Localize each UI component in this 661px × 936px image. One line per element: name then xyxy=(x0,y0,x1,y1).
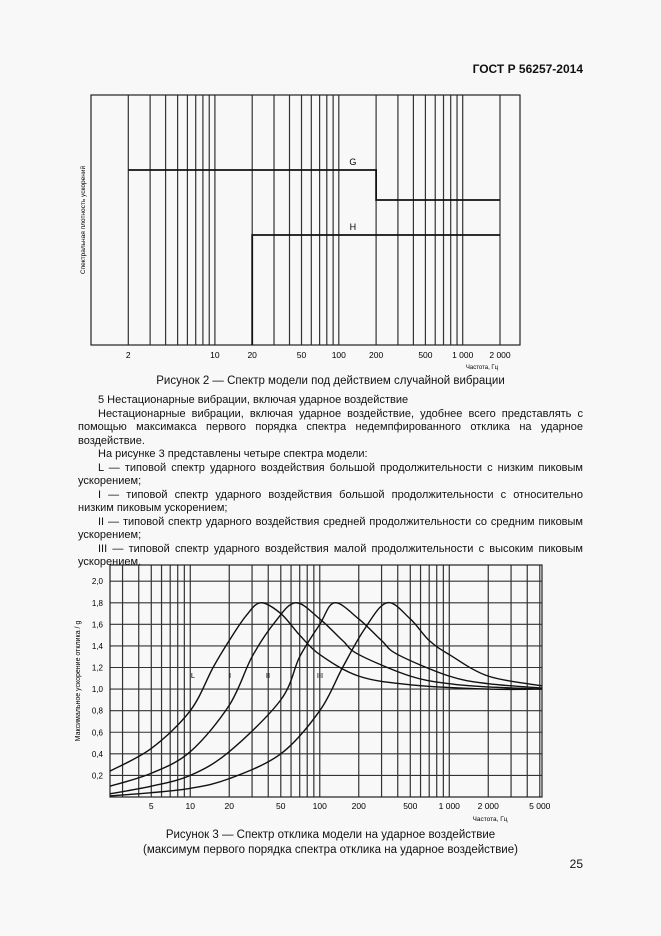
y-tick-label: 0,6 xyxy=(92,728,104,737)
plot-frame xyxy=(90,94,521,346)
document-id-header: ГОСТ Р 56257-2014 xyxy=(472,62,583,76)
series-line-H xyxy=(251,234,501,345)
x-tick-label: 1 000 xyxy=(439,801,461,811)
series-curve-III xyxy=(109,601,543,797)
x-tick-label: 20 xyxy=(247,350,257,360)
y-tick-label: 1,4 xyxy=(92,642,104,651)
x-tick-label: 200 xyxy=(369,350,383,360)
x-tick-label: 5 xyxy=(149,801,154,811)
figure-3-subcaption: (максимум первого порядка спектра отклик… xyxy=(143,844,518,856)
x-axis-label: Частота, Гц xyxy=(466,365,499,371)
plot-frame xyxy=(109,564,543,798)
y-tick-label: 2,0 xyxy=(92,577,104,586)
section-heading: 5 Нестационарные вибрации, включая ударн… xyxy=(98,394,409,406)
series-label-G: G xyxy=(349,157,356,167)
y-tick-label: 1,6 xyxy=(92,620,104,629)
x-tick-label: 5 000 xyxy=(529,801,551,811)
page-number: 25 xyxy=(569,857,583,871)
y-axis-label: Максимальное ускорение отклика / g xyxy=(75,621,82,742)
figure-3-caption: Рисунок 3 — Спектр отклика модели на уда… xyxy=(165,829,496,841)
x-tick-label: 2 xyxy=(126,350,131,360)
paragraph: Нестационарные вибрации, включая ударное… xyxy=(78,407,583,447)
x-tick-label: 20 xyxy=(225,801,235,811)
section-5: 5 Нестационарные вибрации, включая ударн… xyxy=(78,394,583,570)
x-tick-label: 2 000 xyxy=(489,350,511,360)
x-tick-label: 10 xyxy=(210,350,220,360)
x-tick-label: 50 xyxy=(297,350,307,360)
list-item: L — типовой спектр ударного воздействия … xyxy=(78,461,583,488)
x-tick-label: 200 xyxy=(352,801,366,811)
list-item: I — типовой спектр ударного воздействия … xyxy=(78,488,583,515)
paragraph: На рисунке 3 представлены четыре спектра… xyxy=(98,448,368,460)
series-label-II: II xyxy=(266,671,270,680)
series-label-III: III xyxy=(317,671,323,680)
list-item: III — типовой спектр ударного воздействи… xyxy=(78,542,583,569)
series-curve-L xyxy=(109,602,543,772)
y-tick-label: 0,2 xyxy=(92,771,104,780)
series-curve-II xyxy=(109,602,543,795)
series-line-G xyxy=(128,169,501,201)
x-tick-label: 2 000 xyxy=(478,801,500,811)
series-label-H: H xyxy=(350,222,357,232)
y-tick-label: 0,8 xyxy=(92,707,104,716)
series-label-I: I xyxy=(229,671,231,680)
x-axis-label: Частота, Гц xyxy=(473,816,508,823)
x-tick-label: 500 xyxy=(418,350,432,360)
list-item: II — типовой спектр ударного воздействия… xyxy=(78,515,583,542)
x-tick-label: 100 xyxy=(332,350,346,360)
y-tick-label: 0,4 xyxy=(92,750,104,759)
y-axis-label: Спектральная плотность ускорений xyxy=(79,166,87,275)
y-tick-label: 1,2 xyxy=(92,664,104,673)
series-label-L: L xyxy=(191,671,195,680)
y-tick-label: 1,0 xyxy=(92,685,104,694)
x-tick-label: 100 xyxy=(313,801,327,811)
x-tick-label: 1 000 xyxy=(452,350,474,360)
x-tick-label: 10 xyxy=(186,801,196,811)
x-tick-label: 50 xyxy=(276,801,286,811)
y-tick-label: 1,8 xyxy=(92,599,104,608)
figure-2-chart: G H 2 10 20 50 100 200 500 1 000 2 000 Частота, Гц С… xyxy=(79,94,521,371)
figure-2-caption: Рисунок 2 — Спектр модели под действием … xyxy=(156,375,505,387)
series-curve-I xyxy=(109,602,543,787)
x-tick-label: 500 xyxy=(403,801,417,811)
